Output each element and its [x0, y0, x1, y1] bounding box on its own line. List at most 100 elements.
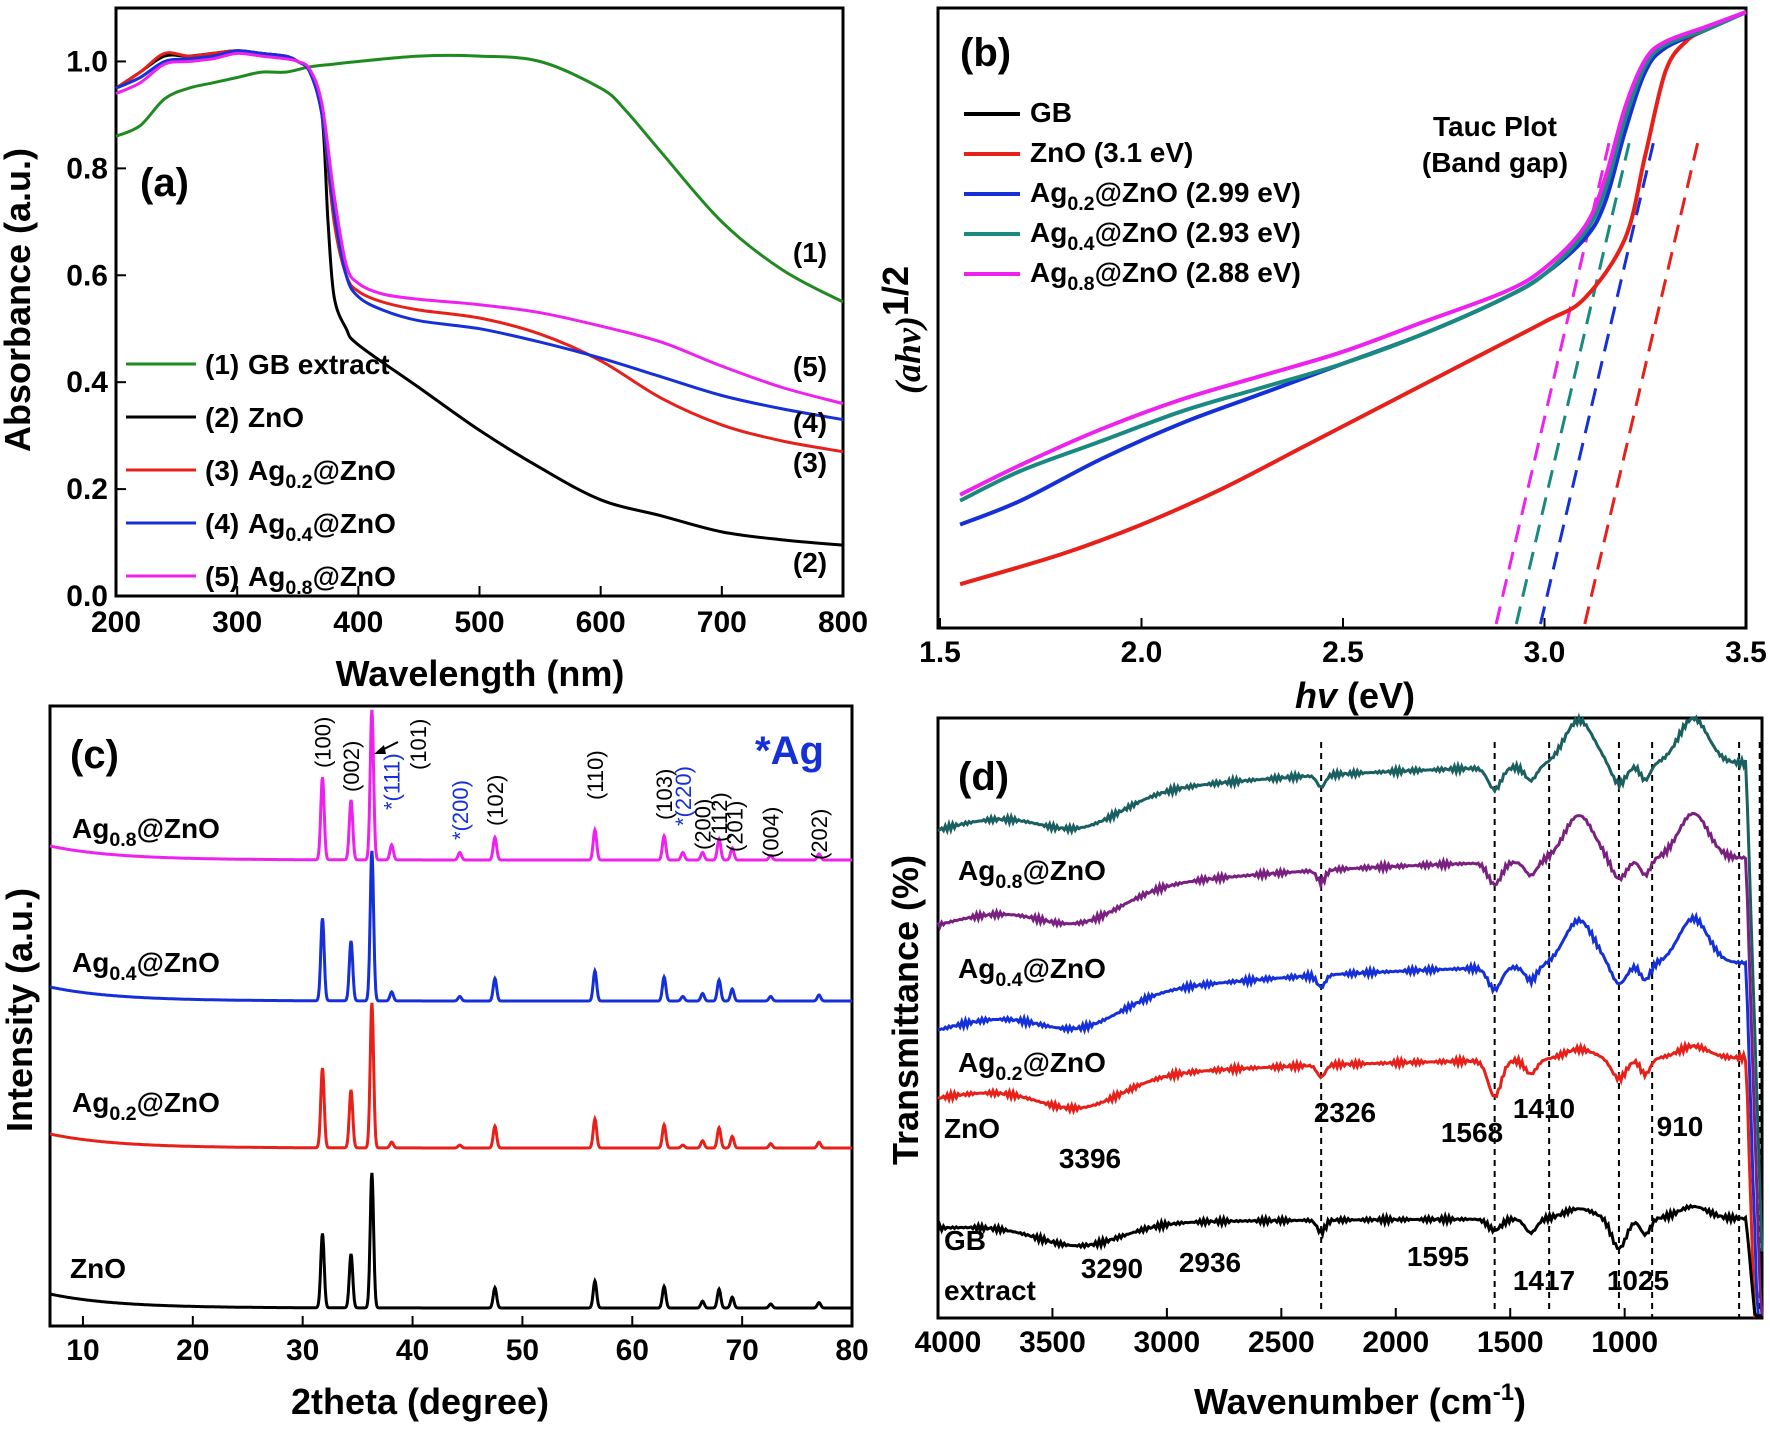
panel-c-hkl-7: (103) [652, 769, 677, 820]
panel-c-xtick-label: 50 [506, 1334, 539, 1367]
panel-d-spectrum-2 [936, 811, 1764, 1317]
panel-d-spectrum-4 [937, 1040, 1762, 1318]
panel-c-sample-label-3: ZnO [70, 1253, 126, 1284]
panel-b-xtick-label: 3.5 [1725, 636, 1767, 669]
panel-b-ylabel: (ahv)1/2 [875, 266, 928, 394]
panel-c-arrowhead [374, 745, 386, 754]
panel-b-xlabel: hv (eV) [1295, 675, 1415, 716]
panel-a-legend-num: (5) [205, 561, 239, 592]
panel-a-legend-label-3: Ag0.4@ZnO [248, 508, 396, 546]
panel-b-series-4 [959, 10, 1747, 497]
panel-c-frame [48, 704, 854, 1328]
panel-a-legend-num: (1) [205, 349, 239, 380]
panel-c-ag-marker: *Ag [755, 729, 824, 773]
panel-b-legend: GB ZnO (3.1 eV) Ag0.2@ZnO (2.99 eV)Ag0.4@Z… [964, 97, 1301, 295]
panel-c-pattern-3 [49, 1002, 852, 1150]
panel-a-series-5 [115, 51, 844, 406]
panel-c-xtick-label: 60 [616, 1334, 649, 1367]
panel-d-xtick-label: 1000 [1591, 1326, 1658, 1359]
panel-c-xtick-label: 80 [835, 1334, 868, 1367]
panel-b-series-1 [959, 10, 1747, 587]
panel-c-hkl-6: (110) [583, 750, 608, 800]
panel-b-legend-label-0: GB [1030, 97, 1072, 128]
panel-a-ytick-label: 0.8 [66, 152, 108, 185]
panel-a-legend-label-1: ZnO [248, 402, 304, 433]
panel-c: 10 20 30 40 50 60 70 80 (c) *Ag 2theta (degree)… [0, 704, 869, 1422]
panel-d-dashed-lines [1320, 742, 1761, 1318]
panel-b-legend-label-3: Ag0.4@ZnO (2.93 eV) [1030, 217, 1301, 255]
panel-a-ytick-label: 0.4 [66, 366, 108, 399]
panel-d-xtick-label: 4000 [915, 1326, 982, 1359]
panel-c-pattern-4 [49, 1172, 852, 1310]
panel-d-label-gb: GB [944, 1225, 986, 1256]
panel-c-xlabel: 2theta (degree) [291, 1381, 549, 1422]
panel-a-xtick-label: 400 [333, 606, 383, 639]
panel-a-xtick-label: 500 [454, 606, 504, 639]
panel-d-sample-label-1: Ag0.4@ZnO [958, 953, 1106, 991]
panel-a-ytick-label: 0.2 [66, 473, 108, 506]
panel-a-series [115, 49, 844, 547]
panel-d-label-extract: extract [944, 1275, 1036, 1306]
panel-c-hkl-labels: (100) (002) *(111)(101) *(200) (102) (110) (10… [310, 717, 832, 860]
panel-d-xtick-label: 2000 [1362, 1326, 1429, 1359]
panel-d-ylabel: Transmittance (%) [885, 855, 926, 1165]
panel-b-legend-label-1: ZnO (3.1 eV) [1030, 137, 1193, 168]
panel-d-ticks: 4000 3500 3000 2500 2000 1500 1000 [915, 1308, 1658, 1359]
panel-d-xtick-label: 1500 [1477, 1326, 1544, 1359]
panel-b-ticks: 1.5 2.0 2.5 3.0 3.5 [919, 618, 1767, 669]
panel-d-peak-2936: 2936 [1179, 1247, 1241, 1278]
panel-b-series-3 [959, 10, 1747, 503]
panel-c-hkl-10: (112) [707, 792, 732, 842]
panel-a-legend-num: (3) [205, 455, 239, 486]
panel-d-spectrum-3 [937, 911, 1762, 1318]
panel-a-xtick-label: 300 [212, 606, 262, 639]
panel-d: 4000 3500 3000 2500 2000 1500 1000 (d) Wavenum… [885, 712, 1764, 1422]
panel-c-xtick-label: 20 [176, 1334, 209, 1367]
panel-d-peak-1568: 1568 [1441, 1117, 1503, 1148]
panel-c-hkl-3: (101) [406, 719, 431, 770]
panel-b-legend-label-4: Ag0.8@ZnO (2.88 eV) [1030, 257, 1301, 295]
panel-a-series-1 [115, 53, 844, 304]
panel-a-end-label-3: (3) [793, 447, 827, 478]
panel-c-series [49, 709, 852, 1310]
panel-d-peak-1410: 1410 [1513, 1093, 1575, 1124]
panel-c-pattern-2 [49, 850, 852, 1003]
panel-b-xtick-label: 3.0 [1524, 636, 1566, 669]
panel-b-subtitle: (Band gap) [1422, 147, 1568, 178]
panel-c-xtick-label: 30 [286, 1334, 319, 1367]
panel-b-bandgap-fit-3 [1514, 142, 1631, 625]
panel-a-legend-num: (4) [205, 508, 239, 539]
panel-c-hkl-8: *(220) [671, 766, 696, 826]
panel-c-hkl-9: (200) [691, 799, 716, 850]
panel-a-legend-num: (2) [205, 402, 239, 433]
panel-c-xtick-label: 40 [396, 1334, 429, 1367]
panel-c-sample-label-0: Ag0.8@ZnO [72, 813, 220, 851]
panel-a-xlabel: Wavelength (nm) [336, 653, 625, 694]
panel-a-ytick-label: 0.0 [66, 580, 108, 613]
panel-b-title: Tauc Plot [1433, 111, 1557, 142]
panel-b-legend-label-2: Ag0.2@ZnO (2.99 eV) [1030, 177, 1301, 215]
panel-b-xtick-label: 2.5 [1322, 636, 1364, 669]
panel-a-xtick-label: 800 [818, 606, 868, 639]
panel-c-xtick-label: 70 [725, 1334, 758, 1367]
panel-c-hkl-4: *(200) [448, 780, 473, 840]
panel-a: 200 300 400 500 600 700 8000.00.20.40.60.81.0 … [0, 6, 868, 694]
panel-c-hkl-11: (201) [722, 801, 747, 852]
panel-d-xtick-label: 3500 [1019, 1326, 1086, 1359]
panel-d-xtick-label: 3000 [1134, 1326, 1201, 1359]
panel-a-xtick-label: 700 [697, 606, 747, 639]
panel-b-xtick-label: 1.5 [919, 636, 961, 669]
panel-a-legend-label-0: GB extract [248, 349, 390, 380]
panel-a-xtick-label: 200 [91, 606, 141, 639]
panel-a-ylabel: Absorbance (a.u.) [0, 148, 38, 452]
panel-c-hkl-13: (202) [807, 809, 832, 860]
panel-c-sample-labels: Ag0.8@ZnO Ag0.4@ZnO Ag0.2@ZnO ZnO [70, 813, 220, 1284]
panel-a-ticks: 200 300 400 500 600 700 800 0.0 0.2 0.4 0.6 0.8 1.0 [66, 45, 868, 639]
panel-a-legend: (1) GB extract (2) ZnO (3) Ag0.2@ZnO (4) Ag0.4@… [126, 349, 396, 599]
panel-a-ytick-label: 1.0 [66, 45, 108, 78]
panel-c-hkl-0: (100) [310, 717, 335, 768]
panel-a-series-3 [115, 49, 844, 454]
panel-c-pattern-1 [49, 709, 852, 862]
panel-d-peak-3396: 3396 [1059, 1143, 1121, 1174]
